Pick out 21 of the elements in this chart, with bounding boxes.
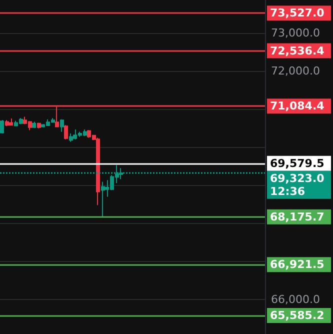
y-tick-label: 66,000.0 (271, 293, 320, 306)
y-tick-label: 73,000.0 (271, 26, 320, 40)
candlestick (37, 122, 41, 129)
candlestick (69, 132, 73, 142)
ref-line-label: 66,921.5 (270, 258, 324, 272)
candlestick (60, 118, 64, 132)
candlestick (9, 118, 13, 126)
ref-line-label: 69,323.0 12:36 (270, 172, 325, 198)
candlestick (32, 121, 36, 129)
y-tick-label: 72,000.0 (271, 64, 320, 78)
ref-line-label: 73,527.0 (270, 6, 325, 20)
ref-line-label: 68,175.7 (270, 210, 324, 224)
candlestick (101, 181, 105, 218)
candlestick (5, 120, 9, 127)
ref-line-label: 69,579.5 (270, 156, 324, 170)
ref-line-label: 65,585.2 (270, 309, 324, 322)
ref-line-label: 71,084.4 (270, 100, 325, 113)
ref-line-label: 72,536.4 (270, 44, 325, 58)
candlestick (64, 124, 68, 140)
candlestick (0, 120, 4, 134)
candlestick (96, 137, 100, 206)
